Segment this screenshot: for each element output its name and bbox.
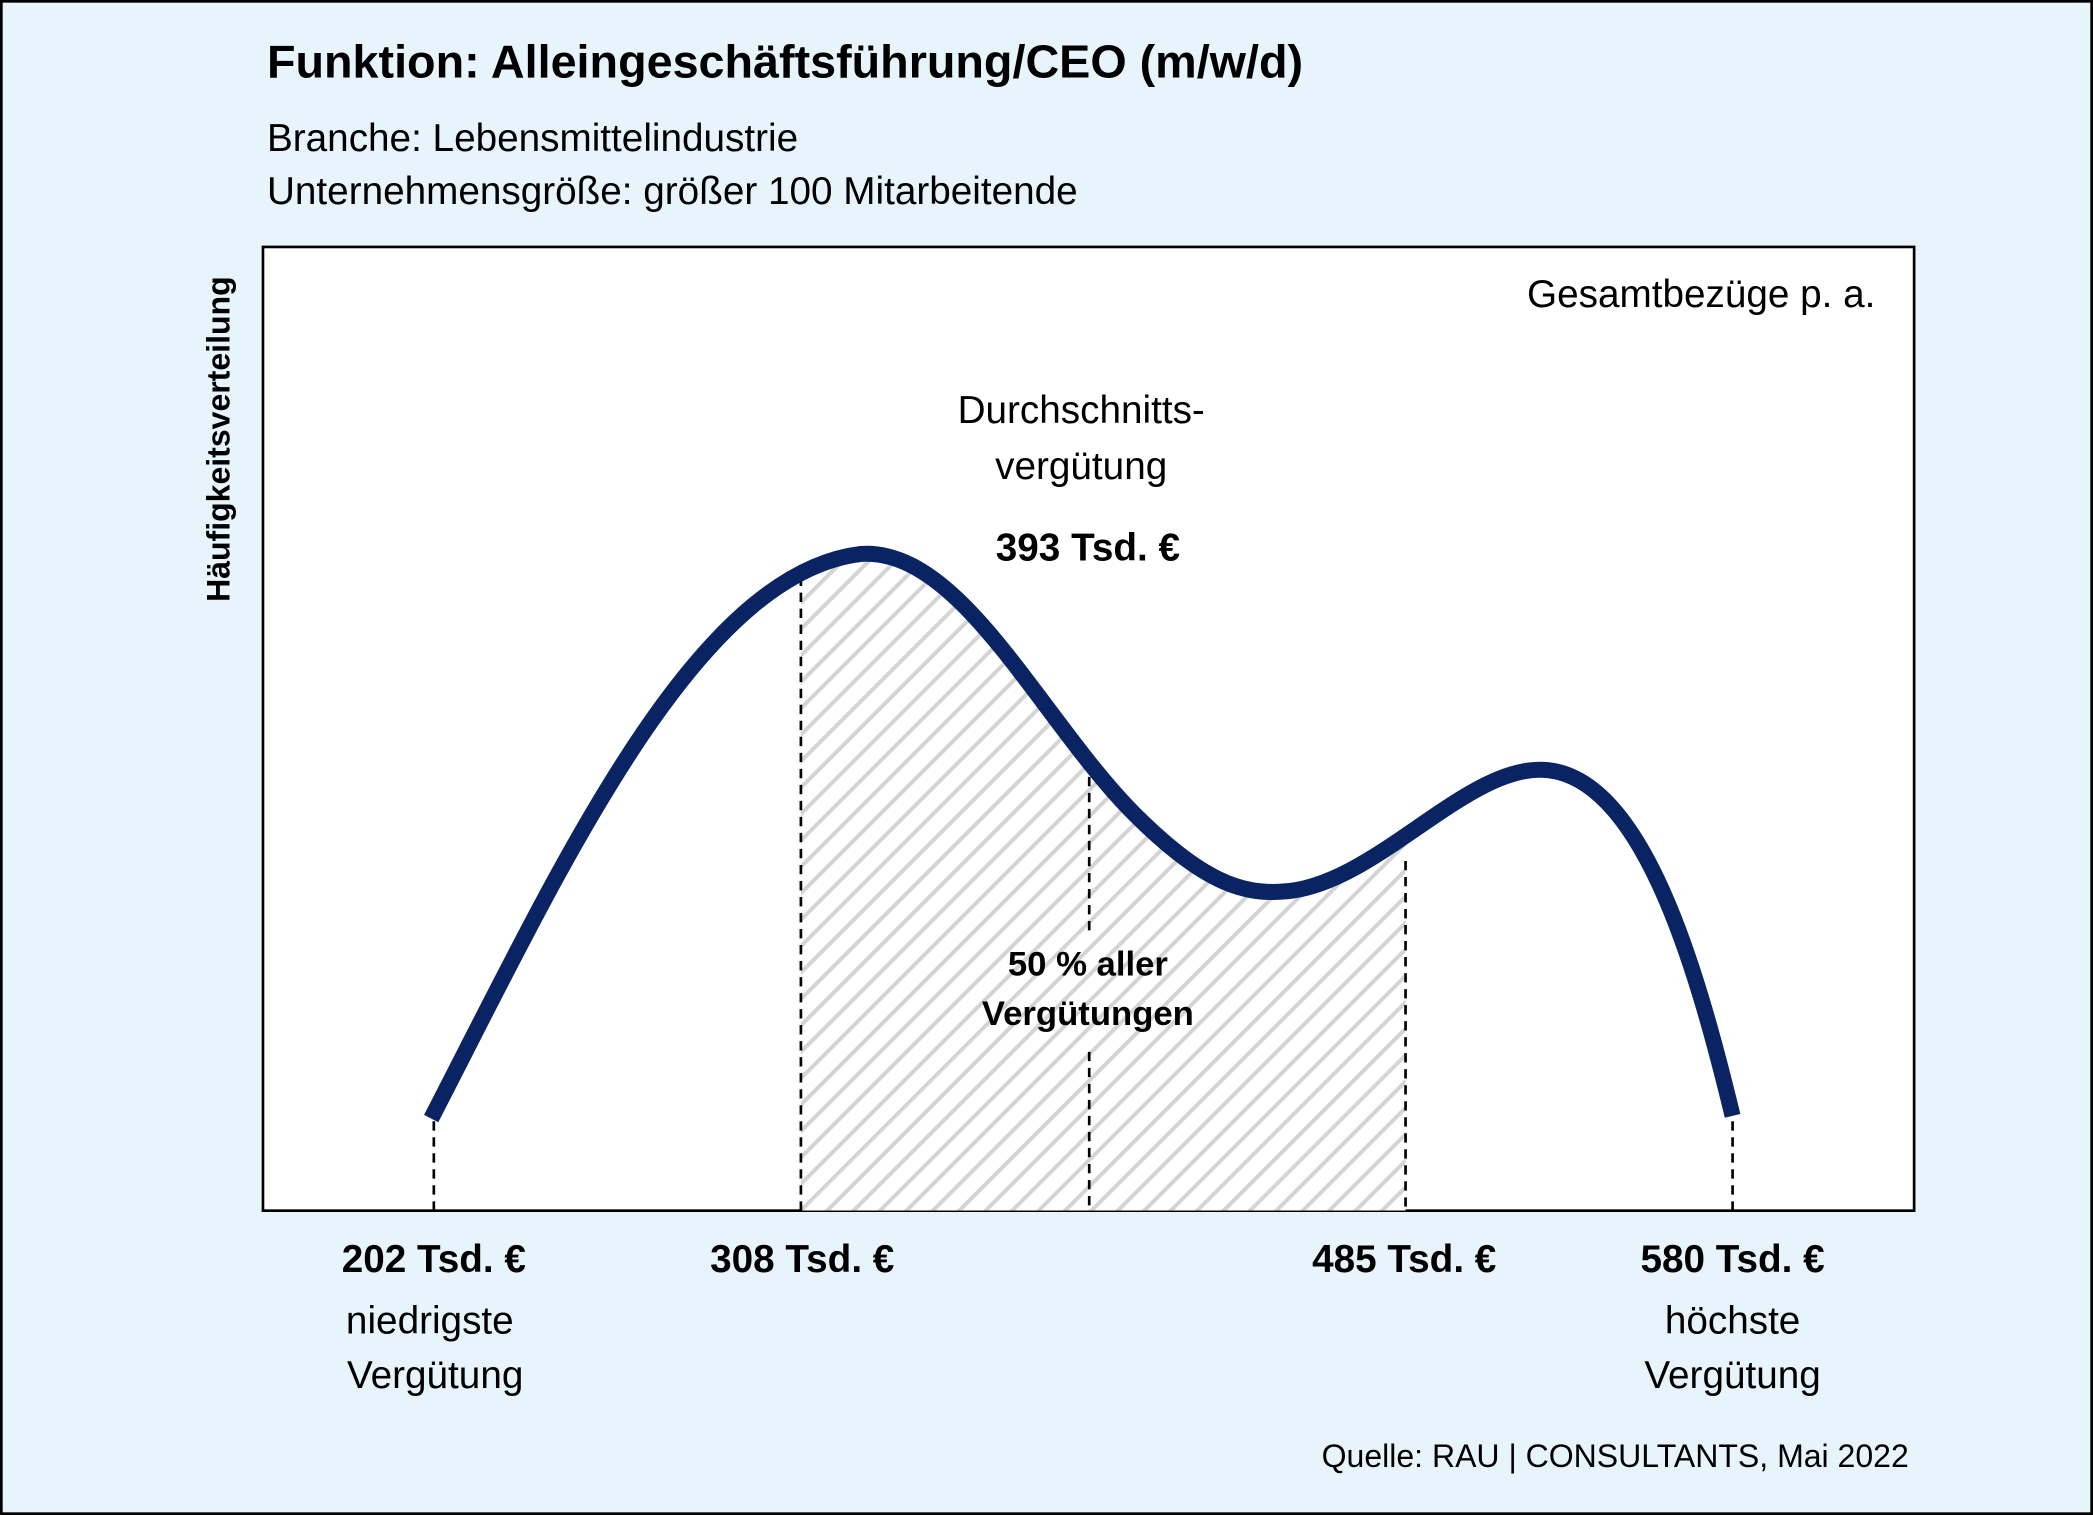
marker-value: 580 Tsd. €: [1640, 1238, 1824, 1281]
average-label: Durchschnitts-: [958, 389, 1205, 432]
average-value: 393 Tsd. €: [996, 527, 1180, 570]
source: Quelle: RAU | CONSULTANTS, Mai 2022: [1322, 1438, 1909, 1474]
middle-half-area: [800, 553, 1406, 1211]
distribution-curve: [424, 545, 1741, 1123]
middle-half-label: 50 % aller: [1008, 946, 1168, 984]
marker-value: 202 Tsd. €: [342, 1238, 526, 1281]
subtitle: Unternehmensgröße: größer 100 Mitarbeite…: [267, 170, 1078, 213]
title: Funktion: Alleingeschäftsführung/CEO (m/…: [267, 35, 1303, 87]
marker-label: höchste: [1665, 1299, 1801, 1342]
y-axis-label: Häufigkeitsverteilung: [201, 276, 237, 602]
marker-value: 308 Tsd. €: [710, 1238, 894, 1281]
corner-label: Gesamtbezüge p. a.: [1527, 273, 1875, 316]
marker-label: niedrigste: [346, 1299, 514, 1342]
marker-lines: [432, 576, 1734, 1211]
marker-label: Vergütung: [347, 1354, 523, 1397]
marker-label: Vergütung: [1644, 1354, 1820, 1397]
middle-half-label: Vergütungen: [982, 995, 1194, 1033]
subtitle: Branche: Lebensmittelindustrie: [267, 117, 798, 160]
average-label: vergütung: [995, 445, 1167, 488]
marker-value: 485 Tsd. €: [1312, 1238, 1496, 1281]
